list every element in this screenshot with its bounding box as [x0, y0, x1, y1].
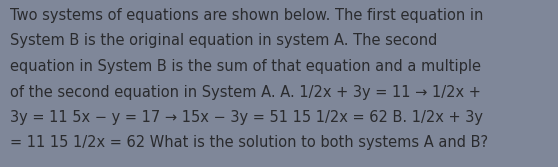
Text: of the second equation in System A. A. 1/2x + 3y = 11 → 1/2x +: of the second equation in System A. A. 1…	[10, 85, 481, 100]
Text: = 11 15 1/2x = 62 What is the solution to both systems A and B?: = 11 15 1/2x = 62 What is the solution t…	[10, 135, 488, 150]
Text: System B is the original equation in system A. The second: System B is the original equation in sys…	[10, 34, 437, 48]
Text: 3y = 11 5x − y = 17 → 15x − 3y = 51 15 1/2x = 62 B. 1/2x + 3y: 3y = 11 5x − y = 17 → 15x − 3y = 51 15 1…	[10, 110, 483, 125]
Text: equation in System B is the sum of that equation and a multiple: equation in System B is the sum of that …	[10, 59, 481, 74]
Text: Two systems of equations are shown below. The first equation in: Two systems of equations are shown below…	[10, 8, 483, 23]
